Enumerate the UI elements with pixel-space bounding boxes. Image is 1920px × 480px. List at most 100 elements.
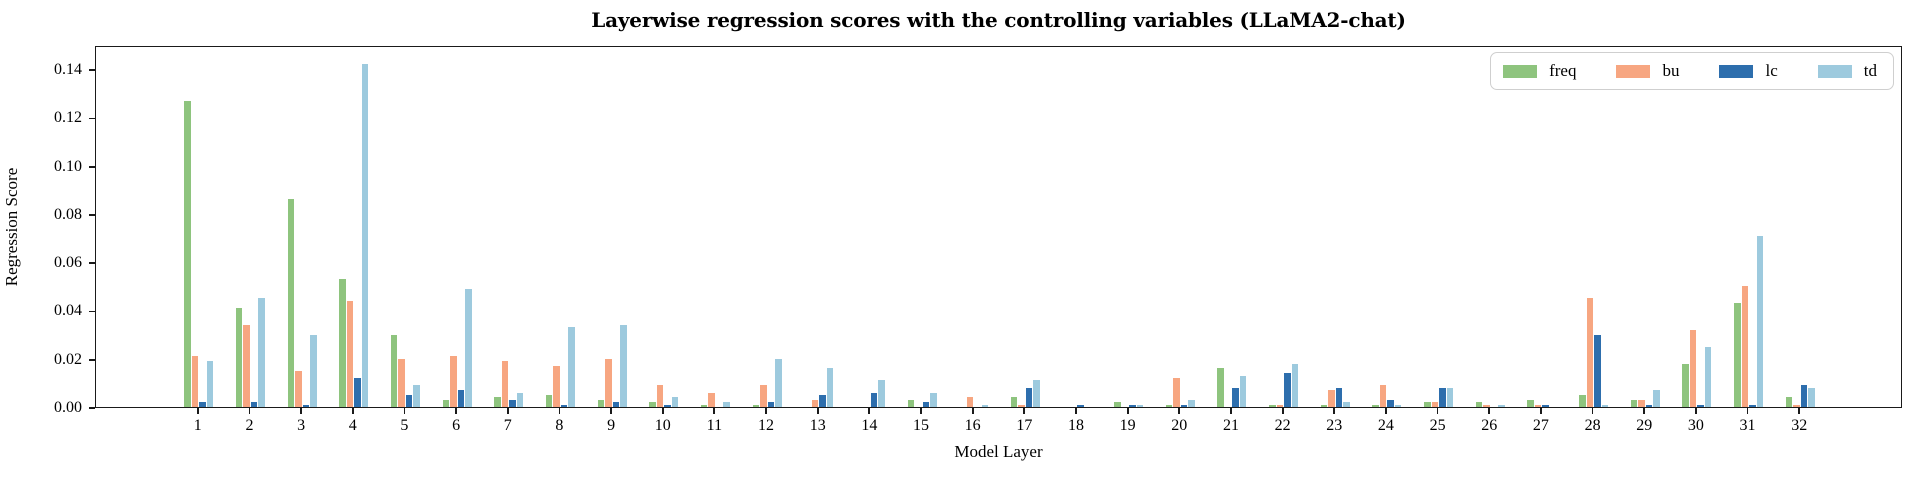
bar-lc-layer-29	[1645, 404, 1653, 407]
bar-td-layer-4	[361, 64, 369, 407]
x-tick-label: 21	[1222, 417, 1239, 434]
bar-bu-layer-24	[1379, 385, 1387, 407]
bar-group-layer-2	[235, 298, 265, 407]
x-tick-label: 23	[1326, 417, 1343, 434]
x-tick-label: 9	[607, 417, 616, 434]
bar-lc-layer-3	[302, 404, 310, 407]
bar-freq-layer-22	[1269, 404, 1276, 407]
y-tick-mark	[89, 117, 95, 120]
bar-td-layer-14	[878, 380, 885, 407]
x-tick-mark	[1333, 408, 1336, 414]
legend-swatch-freq	[1503, 64, 1538, 78]
bar-lc-layer-13	[819, 394, 826, 407]
plot-area: freq bu lc td	[95, 46, 1902, 408]
bar-td-layer-22	[1291, 363, 1299, 407]
x-tick-label: 18	[1067, 417, 1084, 434]
bar-group-layer-7	[494, 361, 524, 407]
x-tick-mark	[713, 408, 716, 414]
bar-lc-layer-14	[870, 392, 878, 407]
bar-freq-layer-12	[752, 404, 760, 407]
bar-freq-layer-30	[1682, 363, 1689, 407]
x-tick-label: 8	[555, 417, 564, 434]
bar-freq-layer-23	[1320, 404, 1328, 407]
x-tick-label: 25	[1429, 417, 1446, 434]
x-tick-label: 24	[1377, 417, 1394, 434]
x-tick-mark	[1746, 408, 1749, 414]
bar-freq-layer-7	[494, 397, 501, 407]
bar-lc-layer-23	[1335, 387, 1343, 407]
bar-td-layer-3	[310, 334, 317, 407]
y-tick-mark	[89, 69, 95, 72]
bar-td-layer-6	[465, 288, 472, 407]
bar-freq-layer-26	[1475, 402, 1483, 407]
bar-lc-layer-5	[405, 394, 413, 407]
x-tick-label: 32	[1791, 417, 1808, 434]
y-tick-label: 0.12	[54, 109, 82, 127]
x-tick-label: 27	[1532, 417, 1549, 434]
y-tick-mark	[89, 214, 95, 216]
bar-group-layer-19	[1114, 402, 1144, 407]
legend-item-lc: lc	[1719, 61, 1778, 81]
legend-swatch-bu	[1616, 64, 1651, 78]
y-tick-label: 0.14	[54, 61, 82, 79]
x-tick-mark	[868, 408, 871, 414]
x-tick-mark	[506, 408, 509, 414]
x-tick-label: 31	[1739, 417, 1756, 434]
bar-lc-layer-15	[922, 402, 929, 407]
bar-lc-layer-4	[354, 378, 361, 407]
bar-bu-layer-12	[760, 385, 767, 407]
x-tick-mark	[1075, 408, 1077, 414]
bar-freq-layer-31	[1734, 303, 1741, 407]
legend-item-freq: freq	[1503, 61, 1576, 81]
x-tick-label: 16	[964, 417, 981, 434]
bar-lc-layer-28	[1594, 334, 1601, 407]
bar-group-layer-32	[1785, 385, 1815, 407]
bar-td-layer-15	[930, 392, 937, 407]
bar-bu-layer-25	[1431, 402, 1439, 407]
x-tick-mark	[971, 408, 974, 414]
bar-freq-layer-10	[649, 402, 656, 407]
bar-freq-layer-8	[545, 394, 553, 407]
bar-lc-layer-30	[1697, 404, 1704, 407]
y-tick-mark	[89, 310, 95, 313]
legend-swatch-td	[1817, 64, 1852, 78]
bar-lc-layer-27	[1542, 404, 1549, 407]
bar-freq-layer-4	[339, 279, 346, 407]
bar-td-layer-30	[1704, 346, 1712, 407]
x-tick-mark	[1436, 408, 1439, 414]
x-tick-label: 2	[245, 417, 254, 434]
bar-bu-layer-4	[346, 300, 354, 407]
x-tick-mark	[1230, 408, 1232, 414]
bar-group-layer-24	[1372, 385, 1402, 407]
bar-td-layer-21	[1239, 375, 1247, 407]
bar-group-layer-20	[1165, 378, 1195, 407]
bar-freq-layer-27	[1527, 399, 1534, 407]
x-tick-mark	[196, 408, 199, 414]
bar-freq-layer-21	[1217, 368, 1224, 407]
y-tick-label: 0.02	[54, 350, 82, 368]
bar-lc-layer-7	[509, 399, 516, 407]
bar-group-layer-4	[339, 64, 369, 407]
bar-group-layer-12	[752, 358, 782, 407]
legend-item-bu: bu	[1616, 61, 1679, 81]
bar-bu-layer-28	[1586, 298, 1594, 407]
x-tick-mark	[816, 408, 819, 414]
x-tick-label: 6	[452, 417, 461, 434]
bar-lc-layer-22	[1284, 373, 1291, 407]
bar-bu-layer-3	[295, 370, 302, 407]
bar-bu-layer-32	[1793, 404, 1800, 407]
x-tick-mark	[1178, 408, 1181, 414]
bar-freq-layer-9	[597, 399, 605, 407]
bar-freq-layer-24	[1372, 404, 1379, 407]
legend-item-td: td	[1817, 61, 1877, 81]
bar-bu-layer-8	[553, 365, 560, 407]
x-tick-mark	[300, 408, 302, 414]
bar-td-layer-20	[1188, 399, 1195, 407]
bar-freq-layer-2	[235, 308, 243, 407]
y-tick-label: 0.00	[54, 399, 82, 416]
bar-td-layer-24	[1394, 404, 1402, 407]
x-tick-mark	[1488, 408, 1491, 414]
bar-td-layer-12	[775, 358, 782, 407]
y-tick-label: 0.08	[54, 205, 82, 223]
